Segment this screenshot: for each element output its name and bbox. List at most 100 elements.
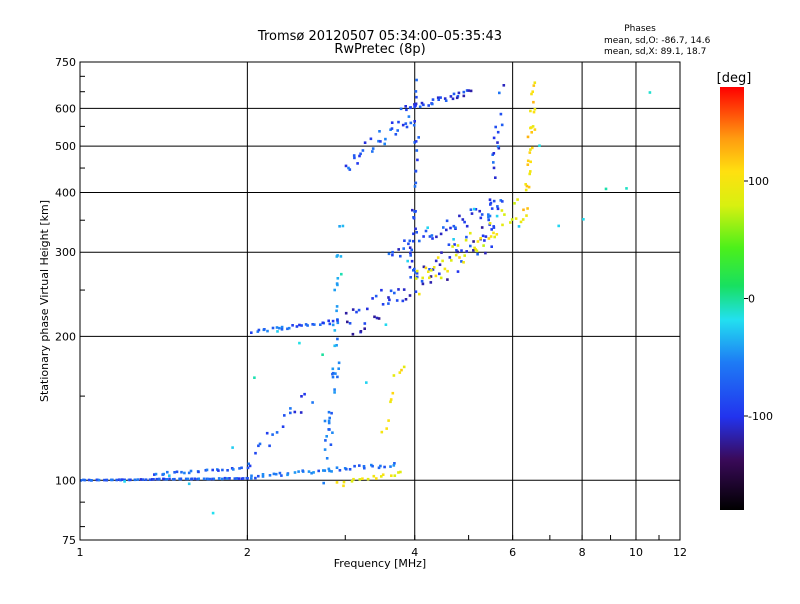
data-point xyxy=(261,475,265,478)
data-point xyxy=(532,110,536,114)
y-tick-label: 75 xyxy=(62,534,76,547)
data-point xyxy=(399,470,402,474)
data-point xyxy=(331,375,335,379)
data-point xyxy=(359,330,363,333)
data-point xyxy=(333,329,337,332)
data-point xyxy=(325,435,328,438)
data-point xyxy=(479,216,483,220)
data-point xyxy=(389,128,392,131)
data-point xyxy=(481,234,485,238)
data-point xyxy=(250,477,253,480)
data-point xyxy=(363,466,366,470)
data-point xyxy=(390,121,394,124)
y-tick-label: 300 xyxy=(55,246,76,259)
data-point xyxy=(190,477,193,481)
data-point xyxy=(469,89,473,93)
data-point xyxy=(312,471,315,474)
colorbar-label: [deg] xyxy=(717,71,752,86)
data-point xyxy=(408,265,412,269)
data-point xyxy=(254,451,257,455)
data-point xyxy=(465,235,468,239)
data-point xyxy=(339,255,343,258)
data-point xyxy=(359,152,362,156)
data-point xyxy=(429,275,433,278)
data-point xyxy=(393,291,396,295)
data-point xyxy=(456,250,459,254)
data-point xyxy=(465,224,469,228)
data-point xyxy=(415,272,419,275)
data-point xyxy=(323,469,327,472)
data-points xyxy=(80,78,652,515)
data-point xyxy=(469,231,472,235)
data-point xyxy=(247,462,250,466)
data-point xyxy=(411,208,414,212)
data-point xyxy=(211,468,214,472)
data-point xyxy=(250,331,253,334)
data-point xyxy=(226,469,229,472)
data-point xyxy=(463,220,466,224)
x-tick-label: 6 xyxy=(509,546,516,559)
data-point xyxy=(415,269,419,273)
data-point xyxy=(119,478,122,482)
data-point xyxy=(438,272,441,276)
data-point xyxy=(454,226,457,229)
data-point xyxy=(389,398,393,401)
colorbar-ticks: 100 0 -100 xyxy=(744,175,773,423)
data-point xyxy=(445,228,448,232)
data-point xyxy=(440,251,443,254)
data-point xyxy=(529,109,532,113)
data-point xyxy=(289,411,292,415)
data-point xyxy=(418,105,422,109)
data-point xyxy=(409,106,412,109)
data-point xyxy=(180,470,183,474)
data-point xyxy=(356,162,359,165)
data-point xyxy=(409,121,413,125)
data-point xyxy=(289,407,292,410)
data-point xyxy=(405,108,408,112)
data-point xyxy=(438,263,442,266)
data-point xyxy=(496,130,500,134)
x-tick-label: 4 xyxy=(411,546,418,559)
data-point xyxy=(488,222,492,225)
data-point xyxy=(422,265,426,269)
data-point xyxy=(432,266,436,269)
data-point xyxy=(271,326,275,330)
data-point xyxy=(499,199,503,202)
data-point xyxy=(407,242,410,246)
data-point xyxy=(383,142,386,146)
data-point xyxy=(414,90,418,93)
data-point xyxy=(328,416,331,420)
data-point xyxy=(527,185,531,189)
data-point xyxy=(352,154,356,157)
data-point xyxy=(469,208,473,211)
data-point xyxy=(472,207,476,211)
data-point xyxy=(496,205,499,208)
data-point xyxy=(517,225,521,228)
data-point xyxy=(424,266,428,270)
data-point xyxy=(340,272,343,276)
x-tick-label: 12 xyxy=(673,546,687,559)
data-point xyxy=(303,392,306,396)
data-point xyxy=(165,478,168,481)
data-point xyxy=(510,218,514,221)
data-point xyxy=(327,410,331,414)
data-point xyxy=(483,239,486,242)
data-point xyxy=(280,325,284,329)
data-point xyxy=(334,372,337,375)
data-point xyxy=(278,326,281,330)
data-point xyxy=(257,328,261,332)
data-point xyxy=(648,91,652,94)
data-point xyxy=(516,198,519,201)
data-point xyxy=(402,288,406,291)
data-point xyxy=(449,226,452,230)
data-point xyxy=(413,141,416,144)
data-point xyxy=(297,470,300,473)
data-point xyxy=(476,240,480,243)
data-point xyxy=(498,91,501,95)
data-point xyxy=(154,472,158,476)
data-point xyxy=(257,444,260,448)
data-point xyxy=(332,371,335,375)
data-point xyxy=(250,474,253,478)
x-tick-label: 10 xyxy=(629,546,643,559)
data-point xyxy=(409,251,412,255)
